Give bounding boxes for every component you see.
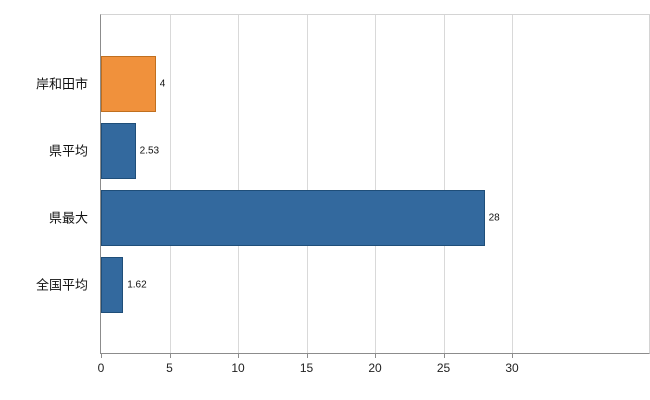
x-axis-tick — [512, 353, 513, 358]
y-axis-category-label: 県平均 — [48, 143, 88, 158]
y-axis-category-label: 全国平均 — [35, 277, 88, 292]
bar-value-label: 4 — [159, 78, 166, 89]
plot-area: 0 5 10 15 20 25 30 4 2.53 28 1.62 — [98, 14, 650, 375]
x-axis-tick-label: 10 — [231, 361, 245, 375]
bar-value-label: 1.62 — [127, 279, 147, 290]
x-axis-tick — [306, 353, 308, 358]
bar-value-label: 28 — [488, 212, 500, 223]
x-axis-tick-label: 0 — [97, 361, 105, 375]
bar-県最大 — [101, 189, 485, 246]
x-axis-tick-label: 15 — [299, 361, 314, 375]
gridline — [169, 15, 171, 353]
gridline — [443, 15, 445, 353]
x-axis-tick-label: 5 — [166, 361, 173, 375]
x-axis-tick-label: 30 — [505, 361, 519, 375]
bar-県平均 — [101, 122, 136, 179]
x-axis-tick — [443, 353, 445, 358]
x-axis-tick-label: 20 — [368, 361, 382, 375]
bar-value-label: 2.53 — [139, 145, 160, 156]
gridline — [238, 15, 239, 353]
x-axis-tick — [375, 353, 376, 358]
gridline — [512, 15, 513, 353]
gridline — [306, 15, 308, 353]
x-axis-tick — [238, 353, 239, 358]
x-axis-tick-label: 25 — [436, 361, 451, 375]
x-axis-tick — [169, 353, 171, 358]
y-axis-category-label: 岸和田市 — [35, 76, 88, 91]
bar-岸和田市 — [101, 55, 156, 112]
y-axis-labels: 岸和田市県平均県最大全国平均 — [0, 14, 94, 352]
x-axis-tick — [101, 353, 102, 358]
bar-全国平均 — [101, 256, 124, 313]
y-axis-category-label: 県最大 — [48, 210, 88, 225]
gridline — [375, 15, 376, 353]
